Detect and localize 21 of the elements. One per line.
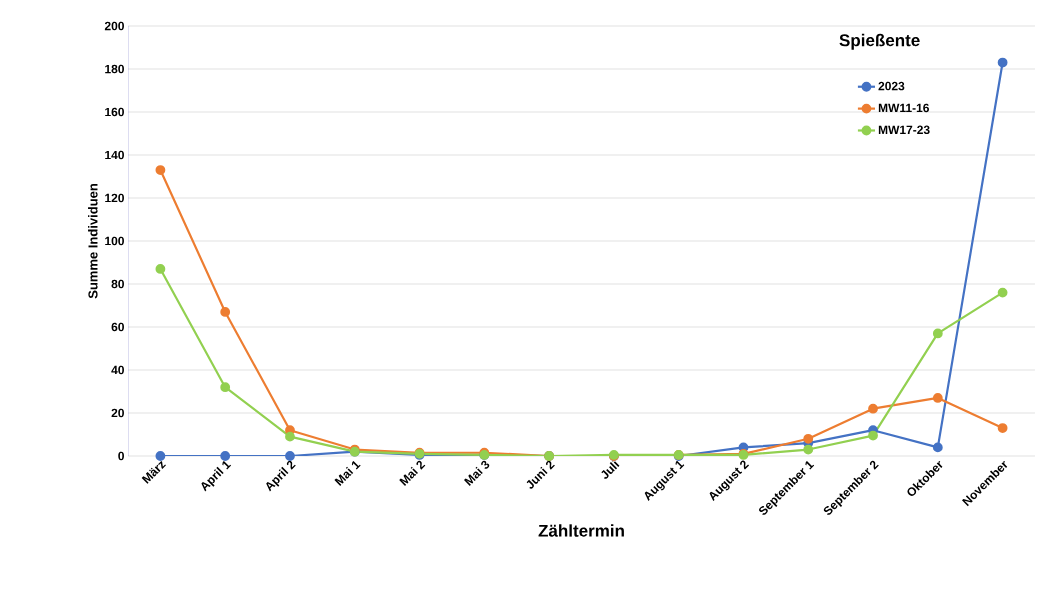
x-tick-label: Mai 2 <box>399 460 426 486</box>
x-axis-title: Zähltermin <box>538 524 624 537</box>
y-tick-label: 140 <box>105 150 124 160</box>
x-tick-label: Mai 1 <box>334 460 361 486</box>
x-tick-label: Mai 3 <box>463 460 490 486</box>
y-tick-label: 60 <box>111 322 124 332</box>
y-tick-label: 80 <box>111 279 124 289</box>
y-tick-label: 0 <box>118 451 124 461</box>
y-tick-label: 20 <box>111 408 124 418</box>
legend-label: 2023 <box>878 81 905 91</box>
legend-label: MW17-23 <box>878 125 930 135</box>
y-tick-label: 120 <box>105 193 124 203</box>
y-tick-label: 200 <box>104 21 124 31</box>
y-tick-label: 100 <box>105 236 124 246</box>
y-tick-label: 40 <box>111 365 124 375</box>
x-tick-label: Juli <box>601 459 620 479</box>
legend-title: Spießente <box>839 33 920 50</box>
legend-label: MW11-16 <box>878 103 929 113</box>
y-tick-label: 160 <box>105 107 124 117</box>
y-tick-label: 180 <box>105 64 124 74</box>
y-axis-title: Summe Individuen <box>88 184 98 299</box>
